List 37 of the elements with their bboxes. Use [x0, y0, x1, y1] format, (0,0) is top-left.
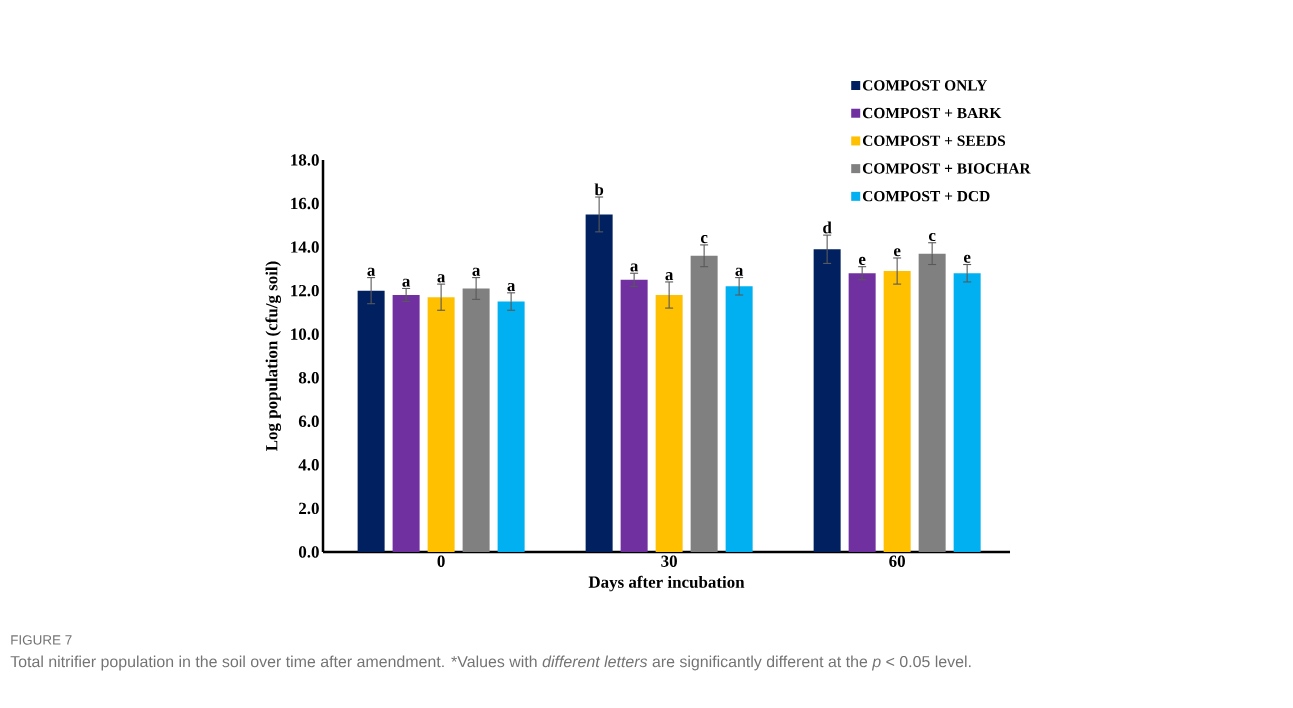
data-label: a: [735, 267, 744, 276]
data-label: b: [594, 183, 604, 196]
data-label: d: [823, 221, 832, 234]
y-tick-label: 14.0: [291, 241, 319, 253]
data-label: a: [367, 267, 376, 276]
data-label: e: [858, 256, 866, 265]
caption: FIGURE 7: [11, 635, 72, 645]
y-tick-label: 2.0: [299, 502, 319, 515]
y-tick-label: 4.0: [298, 459, 319, 471]
legend-label: COMPOST + SEEDS: [862, 135, 1006, 146]
data-label: e: [893, 248, 901, 257]
legend-label: COMPOST ONLY: [862, 80, 988, 91]
data-label: e: [963, 254, 971, 263]
legend-label: COMPOST + BIOCHAR: [862, 163, 1031, 174]
y-tick-label: 12.0: [291, 284, 319, 297]
y-tick-label: 16.0: [291, 197, 319, 210]
data-label: c: [928, 232, 936, 242]
data-label: a: [402, 278, 411, 287]
x-tick-label: 0: [437, 555, 445, 567]
y-tick-label: 8.0: [298, 372, 319, 384]
legend-label: COMPOST + BARK: [862, 107, 1002, 119]
data-label: a: [665, 272, 674, 281]
y-axis-title: Log population (cfu/g soil): [265, 261, 282, 451]
data-label: a: [630, 263, 639, 272]
x-axis-title: Days after incubation: [588, 575, 745, 592]
y-tick-label: 6.0: [298, 415, 319, 428]
data-label: a: [507, 283, 516, 292]
data-label: a: [437, 274, 446, 283]
text: Total nitrifier population in the soil over time after amendment. *Values with different letters are significantly different at the p < 0.05 level.: [10, 655, 971, 671]
data-label: c: [700, 235, 708, 244]
y-tick-label: 0.0: [298, 546, 319, 558]
legend-label: COMPOST + DCD: [862, 190, 990, 202]
y-tick-label: 10.0: [291, 328, 319, 340]
x-tick-label: 60: [889, 555, 905, 567]
y-tick-label: 18.0: [291, 154, 319, 166]
x-tick-label: 30: [661, 555, 677, 567]
data-label: a: [472, 267, 481, 276]
